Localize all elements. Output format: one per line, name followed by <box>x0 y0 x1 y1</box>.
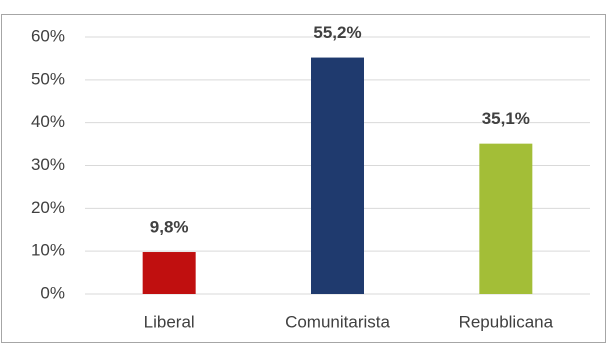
y-tick-label: 0% <box>40 283 65 302</box>
value-label: 35,1% <box>482 109 530 128</box>
y-tick-label: 60% <box>31 26 65 45</box>
value-label: 9,8% <box>150 218 189 237</box>
bar <box>479 143 533 294</box>
bar <box>311 57 364 295</box>
x-tick-label: Comunitarista <box>285 312 390 331</box>
y-tick-label: 50% <box>31 69 65 88</box>
y-tick-label: 10% <box>31 241 65 260</box>
y-tick-label: 40% <box>31 112 65 131</box>
bar <box>142 252 196 294</box>
x-tick-label: Republicana <box>459 312 554 331</box>
x-tick-label: Liberal <box>144 312 195 331</box>
y-tick-label: 20% <box>31 198 65 217</box>
value-label: 55,2% <box>313 23 361 42</box>
y-tick-label: 30% <box>31 155 65 174</box>
